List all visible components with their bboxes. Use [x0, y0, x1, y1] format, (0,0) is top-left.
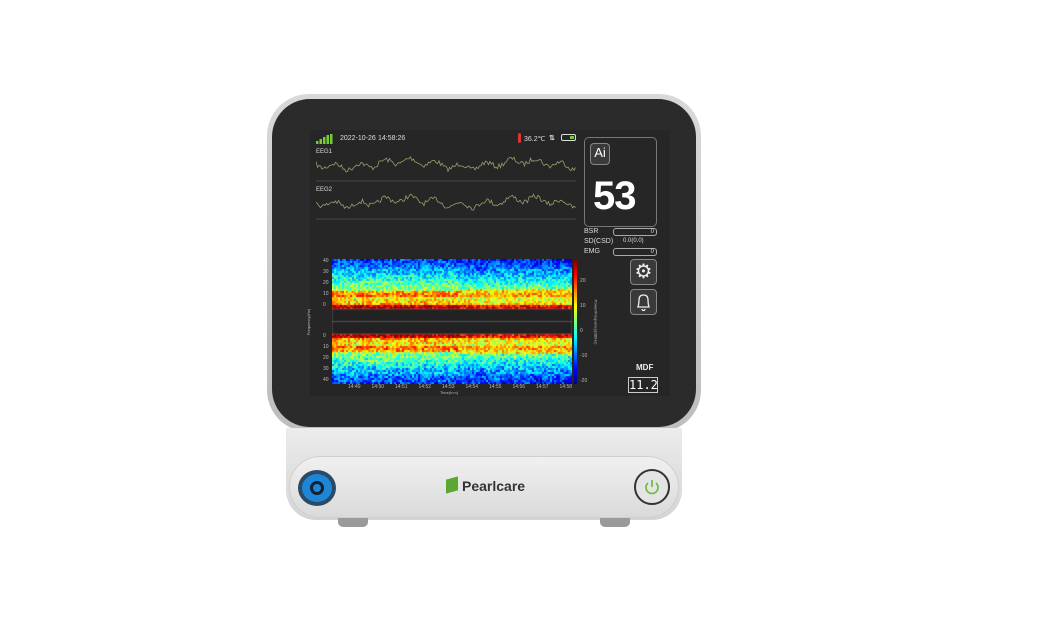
signal-bars-icon — [316, 134, 333, 144]
temperature: 36.2℃ — [524, 136, 546, 143]
y-tick: 10 — [323, 344, 329, 350]
x-tick: 14:54 — [465, 384, 479, 390]
eeg2-waveform — [316, 193, 576, 211]
sd-value: 0.0(0.0) — [623, 238, 644, 244]
colorbar-tick: 10 — [580, 303, 586, 309]
eeg1-waveform — [316, 155, 576, 173]
x-tick: 14:49 — [348, 384, 361, 390]
y-tick: 10 — [323, 291, 329, 297]
y-axis-label: Frequency(Hz) — [306, 308, 312, 336]
eeg2-label: EEG2 — [316, 187, 333, 193]
foot — [338, 518, 368, 527]
bsr-label: BSR — [584, 228, 599, 235]
power-icon — [645, 480, 659, 495]
x-tick: 14:58 — [559, 384, 573, 390]
index-value: 53 — [593, 174, 636, 218]
y-tick: 40 — [323, 258, 329, 264]
gear-icon: ⚙ — [634, 261, 653, 283]
x-axis-label: Time(h:m) — [440, 390, 459, 395]
front-panel — [289, 456, 679, 518]
y-tick: 30 — [323, 366, 329, 372]
x-tick: 14:53 — [442, 384, 455, 390]
emg-value: 0 — [613, 248, 657, 256]
index-panel: Ai 53 — [584, 137, 657, 227]
y-tick: 0 — [323, 333, 326, 339]
mdf-value: 11.2 — [628, 377, 658, 393]
y-tick: 30 — [323, 269, 329, 275]
x-tick: 14:50 — [371, 384, 385, 390]
x-tick: 14:57 — [536, 384, 549, 390]
display: 2022-10-26 14:58:26 36.2℃ ⇅ EEG1 EEG2 Ai… — [306, 130, 670, 396]
foot — [600, 518, 630, 527]
colorbar-label: Power/Frequency(dB/Hz) — [593, 299, 599, 345]
mdf-label: MDF — [636, 363, 654, 372]
colorbar-tick: -10 — [580, 353, 588, 359]
ai-badge: Ai — [590, 143, 610, 165]
x-tick: 14:51 — [395, 384, 408, 390]
colorbar — [574, 259, 577, 384]
bell-icon — [637, 294, 650, 312]
brand-name: Pearlcare — [462, 478, 526, 494]
y-tick: 20 — [323, 280, 329, 286]
x-tick: 14:52 — [418, 384, 432, 390]
x-tick: 14:55 — [489, 384, 502, 390]
alarm-button[interactable] — [630, 289, 657, 315]
eeg-waveforms — [316, 155, 576, 220]
battery-icon — [561, 134, 576, 141]
sd-label: SD(CSD) — [584, 238, 614, 245]
emg-label: EMG — [584, 248, 600, 255]
date: 2022-10-26 — [340, 135, 376, 142]
y-tick: 20 — [323, 355, 329, 361]
sensor-connector[interactable] — [298, 470, 336, 506]
y-tick: 0 — [323, 302, 326, 308]
eeg1-label: EEG1 — [316, 149, 333, 155]
up-down-arrows-icon: ⇅ — [549, 135, 555, 142]
spectrogram — [332, 259, 572, 384]
colorbar-tick: 0 — [580, 328, 583, 334]
time: 14:58:26 — [378, 135, 406, 142]
settings-button[interactable]: ⚙ — [630, 259, 657, 285]
colorbar-tick: -20 — [580, 378, 588, 384]
y-tick: 40 — [323, 377, 329, 383]
colorbar-tick: 20 — [580, 278, 586, 284]
x-tick: 14:56 — [512, 384, 526, 390]
power-button[interactable] — [634, 469, 670, 505]
bsr-value: 0 — [613, 228, 657, 236]
thermometer-icon — [518, 133, 521, 143]
